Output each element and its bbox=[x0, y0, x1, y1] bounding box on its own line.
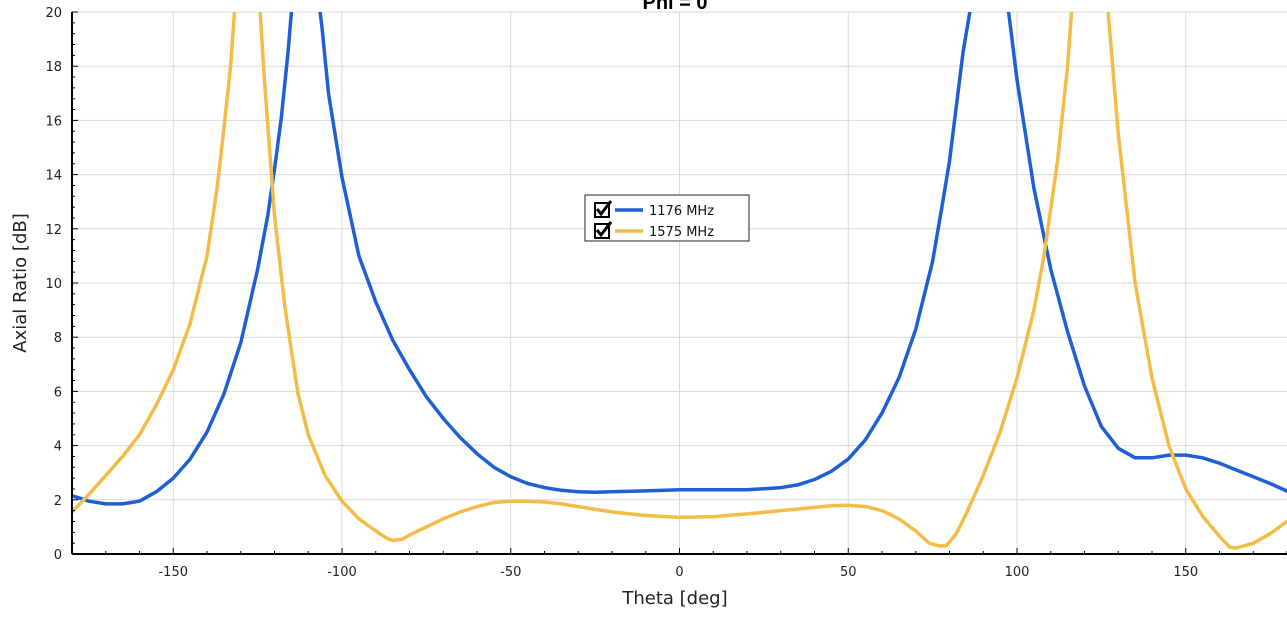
x-tick-label: 50 bbox=[840, 565, 857, 580]
series-line-2 bbox=[72, 12, 1287, 550]
x-tick-label: -100 bbox=[327, 565, 357, 580]
y-tick-label: 14 bbox=[45, 169, 62, 184]
legend-item-2[interactable]: 1575 MHz bbox=[594, 221, 714, 240]
y-tick-label: 20 bbox=[45, 6, 62, 21]
y-tick-label: 2 bbox=[54, 494, 62, 509]
legend-label: 1575 MHz bbox=[649, 225, 714, 240]
check-icon bbox=[595, 200, 613, 217]
series-line-1 bbox=[72, 12, 1287, 506]
x-tick-label: 150 bbox=[1173, 565, 1198, 580]
x-tick-label: 100 bbox=[1005, 565, 1030, 580]
y-tick-label: 18 bbox=[45, 60, 62, 75]
y-tick-label: 6 bbox=[54, 385, 62, 400]
legend-item-1[interactable]: 1176 MHz bbox=[594, 200, 714, 219]
y-tick-label: 10 bbox=[45, 277, 62, 292]
chart-title: Phi = 0 bbox=[642, 0, 707, 14]
series-layer bbox=[72, 12, 1287, 550]
y-tick-label: 0 bbox=[54, 548, 62, 563]
x-tick-label: 0 bbox=[675, 565, 683, 580]
grid-lines bbox=[72, 11, 1287, 555]
axes: -150 -100 -50 0 50 100 150 0 2 4 6 8 10 12 14 16 18 20 bbox=[45, 6, 1287, 580]
legend-box bbox=[584, 194, 750, 242]
legend: 1176 MHz 1575 MHz bbox=[584, 194, 750, 242]
y-tick-label: 12 bbox=[45, 223, 62, 238]
x-axis-title: Theta [deg] bbox=[621, 588, 727, 609]
y-tick-label: 8 bbox=[54, 331, 62, 346]
y-tick-label: 4 bbox=[54, 440, 62, 455]
legend-label: 1176 MHz bbox=[649, 204, 714, 219]
x-tick-label: -50 bbox=[500, 565, 521, 580]
x-tick-label: -150 bbox=[158, 565, 188, 580]
check-icon bbox=[595, 221, 613, 238]
y-tick-label: 16 bbox=[45, 114, 62, 129]
y-axis-title: Axial Ratio [dB] bbox=[10, 213, 31, 352]
